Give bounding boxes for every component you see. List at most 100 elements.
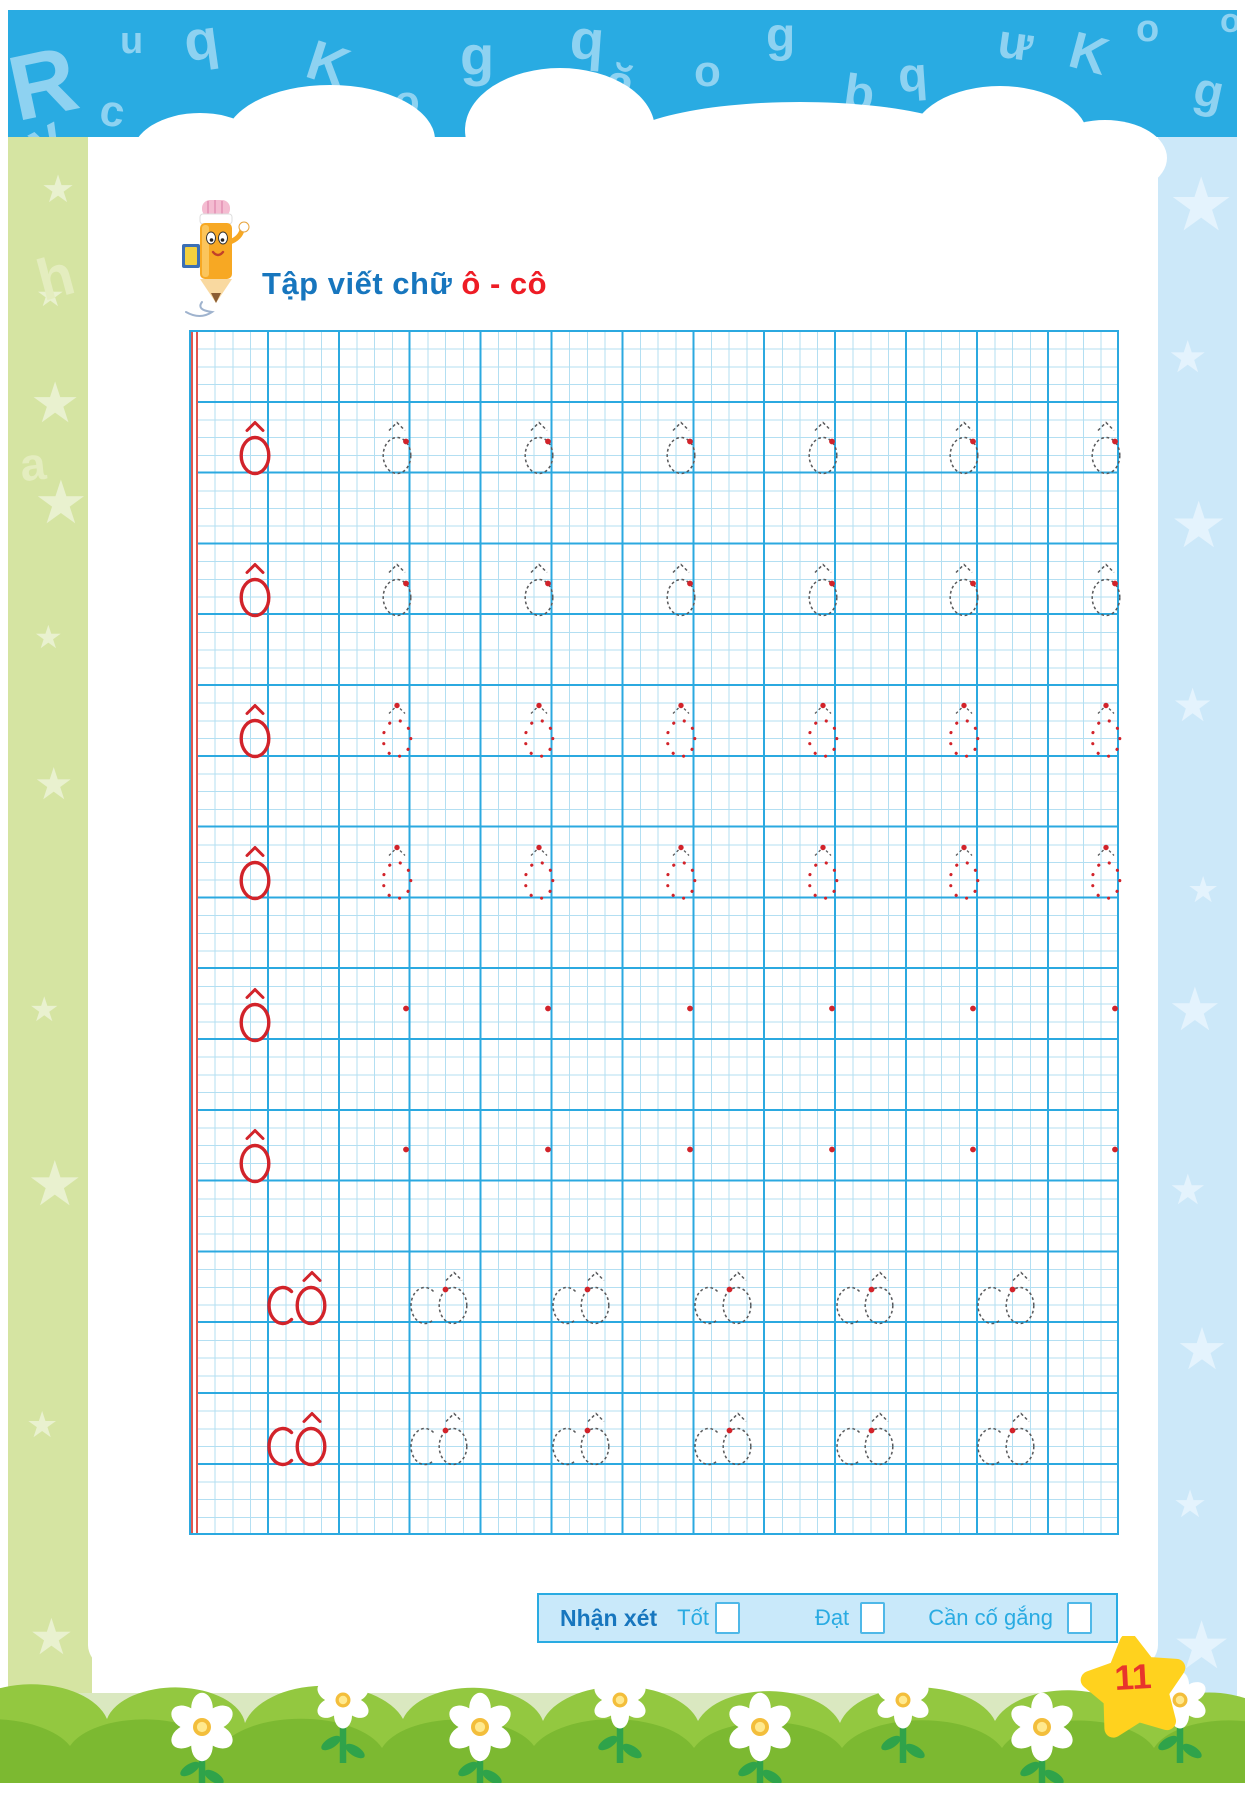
practice-letter-o-dots	[381, 703, 413, 759]
practice-cell	[803, 986, 843, 1049]
practice-letter-o-outline	[807, 563, 838, 616]
practice-cell	[519, 561, 559, 624]
practice-cell	[235, 702, 275, 765]
star-icon: ★	[1170, 489, 1228, 561]
practice-cell	[944, 419, 984, 482]
practice-word-co-outline	[835, 1412, 894, 1466]
practice-letter-o-outline	[949, 563, 979, 616]
band-letter: ư	[994, 14, 1037, 73]
star-icon: ★	[29, 1609, 74, 1665]
practice-cell	[267, 1410, 333, 1473]
star-icon: ★	[1168, 333, 1208, 382]
star-icon: ★	[34, 619, 63, 655]
practice-letter-o-outline	[665, 421, 696, 475]
title-prefix: Tập viết chữ	[262, 266, 453, 301]
practice-letter-o-startdot	[545, 1005, 551, 1011]
practice-word-co-outline	[693, 1271, 752, 1324]
review-checkbox-cancogang[interactable]	[1066, 1602, 1092, 1634]
practice-cell	[235, 986, 275, 1049]
band-letter: o	[1136, 10, 1160, 50]
practice-word-co-outline	[410, 1271, 468, 1324]
practice-letter-o-startdot	[403, 1146, 409, 1153]
practice-cell	[377, 986, 417, 1049]
flower-icon	[171, 1692, 233, 1789]
bottom-page-margin	[0, 1783, 1245, 1801]
flower-icon	[729, 1692, 791, 1789]
star-icon: ★	[1187, 869, 1220, 910]
band-letter: o	[1220, 10, 1237, 40]
practice-letter-o-dots	[665, 844, 696, 900]
practice-cell	[661, 561, 701, 624]
band-letter: o	[694, 47, 721, 96]
practice-letter-o-dots	[948, 844, 980, 900]
practice-cell	[519, 419, 559, 482]
practice-cell	[1086, 419, 1126, 482]
flower-icon	[1011, 1692, 1073, 1789]
review-checkbox-dat[interactable]	[860, 1602, 886, 1634]
practice-word-co-solid	[267, 1412, 327, 1467]
practice-letter-o-dots	[1090, 703, 1121, 759]
band-letter: g	[460, 24, 495, 87]
review-checkbox-tot[interactable]	[714, 1602, 740, 1634]
practice-cell	[1086, 844, 1126, 907]
practice-cell	[944, 986, 984, 1049]
practice-cell	[267, 1269, 333, 1332]
band-letter: g	[1188, 62, 1229, 121]
practice-word-co-outline	[552, 1271, 610, 1324]
practice-word-co-outline	[410, 1412, 468, 1466]
practice-cell	[944, 561, 984, 624]
practice-cell	[519, 1127, 559, 1190]
star-icon: ★	[1169, 1166, 1207, 1213]
practice-cell	[944, 1127, 984, 1190]
band-letter: q	[567, 10, 607, 73]
band-letter: u	[120, 20, 144, 62]
practice-grid	[189, 330, 1121, 1535]
star-icon: ★	[41, 169, 76, 211]
practice-cell	[803, 844, 843, 907]
practice-letter-o-outline	[665, 563, 696, 616]
practice-cell	[377, 419, 417, 482]
band-letter: q	[896, 48, 930, 103]
star-icon: ★	[1176, 1317, 1228, 1382]
practice-letter-o-outline	[524, 563, 554, 616]
grass-footer	[0, 1671, 1245, 1793]
practice-cell	[835, 1269, 901, 1332]
star-icon: ★	[34, 760, 74, 809]
practice-letter-o-outline	[807, 421, 838, 475]
practice-cell	[235, 419, 275, 482]
pencil-mascot-icon	[182, 200, 250, 317]
practice-cell	[551, 1410, 617, 1473]
review-box: Nhận xét Tốt Đạt Cần cố gắng	[537, 1593, 1118, 1643]
practice-letter-o-outline	[1090, 563, 1121, 616]
practice-cell	[661, 844, 701, 907]
practice-cell	[803, 419, 843, 482]
practice-cell	[1086, 702, 1126, 765]
star-icon: ★	[1168, 976, 1222, 1043]
practice-letter-o-dots	[665, 703, 696, 759]
practice-cell	[377, 561, 417, 624]
practice-cell	[803, 561, 843, 624]
star-icon: ★	[36, 277, 65, 313]
band-letter: K	[1063, 21, 1115, 87]
practice-letter-o-dots	[1090, 844, 1121, 900]
practice-letter-o-outline	[1090, 421, 1121, 475]
practice-cell	[661, 986, 701, 1049]
star-icon: ★	[30, 371, 81, 434]
practice-letter-o-startdot	[545, 1146, 551, 1153]
practice-cell	[235, 561, 275, 624]
practice-cell	[661, 702, 701, 765]
flower-icon	[877, 1671, 929, 1763]
practice-cell	[519, 986, 559, 1049]
practice-cell	[803, 702, 843, 765]
practice-letter-o-dots	[948, 703, 980, 759]
practice-word-co-outline	[977, 1412, 1035, 1466]
practice-letter-o-startdot	[403, 1005, 409, 1011]
page-number-star-icon	[1080, 1636, 1186, 1738]
star-icon: ★	[26, 1404, 59, 1445]
flower-icon	[449, 1692, 511, 1789]
practice-word-co-outline	[977, 1271, 1035, 1324]
practice-letter-o-solid	[239, 562, 271, 617]
band-letter: c	[96, 85, 128, 137]
practice-cell	[519, 844, 559, 907]
practice-letter-o-solid	[239, 845, 271, 901]
